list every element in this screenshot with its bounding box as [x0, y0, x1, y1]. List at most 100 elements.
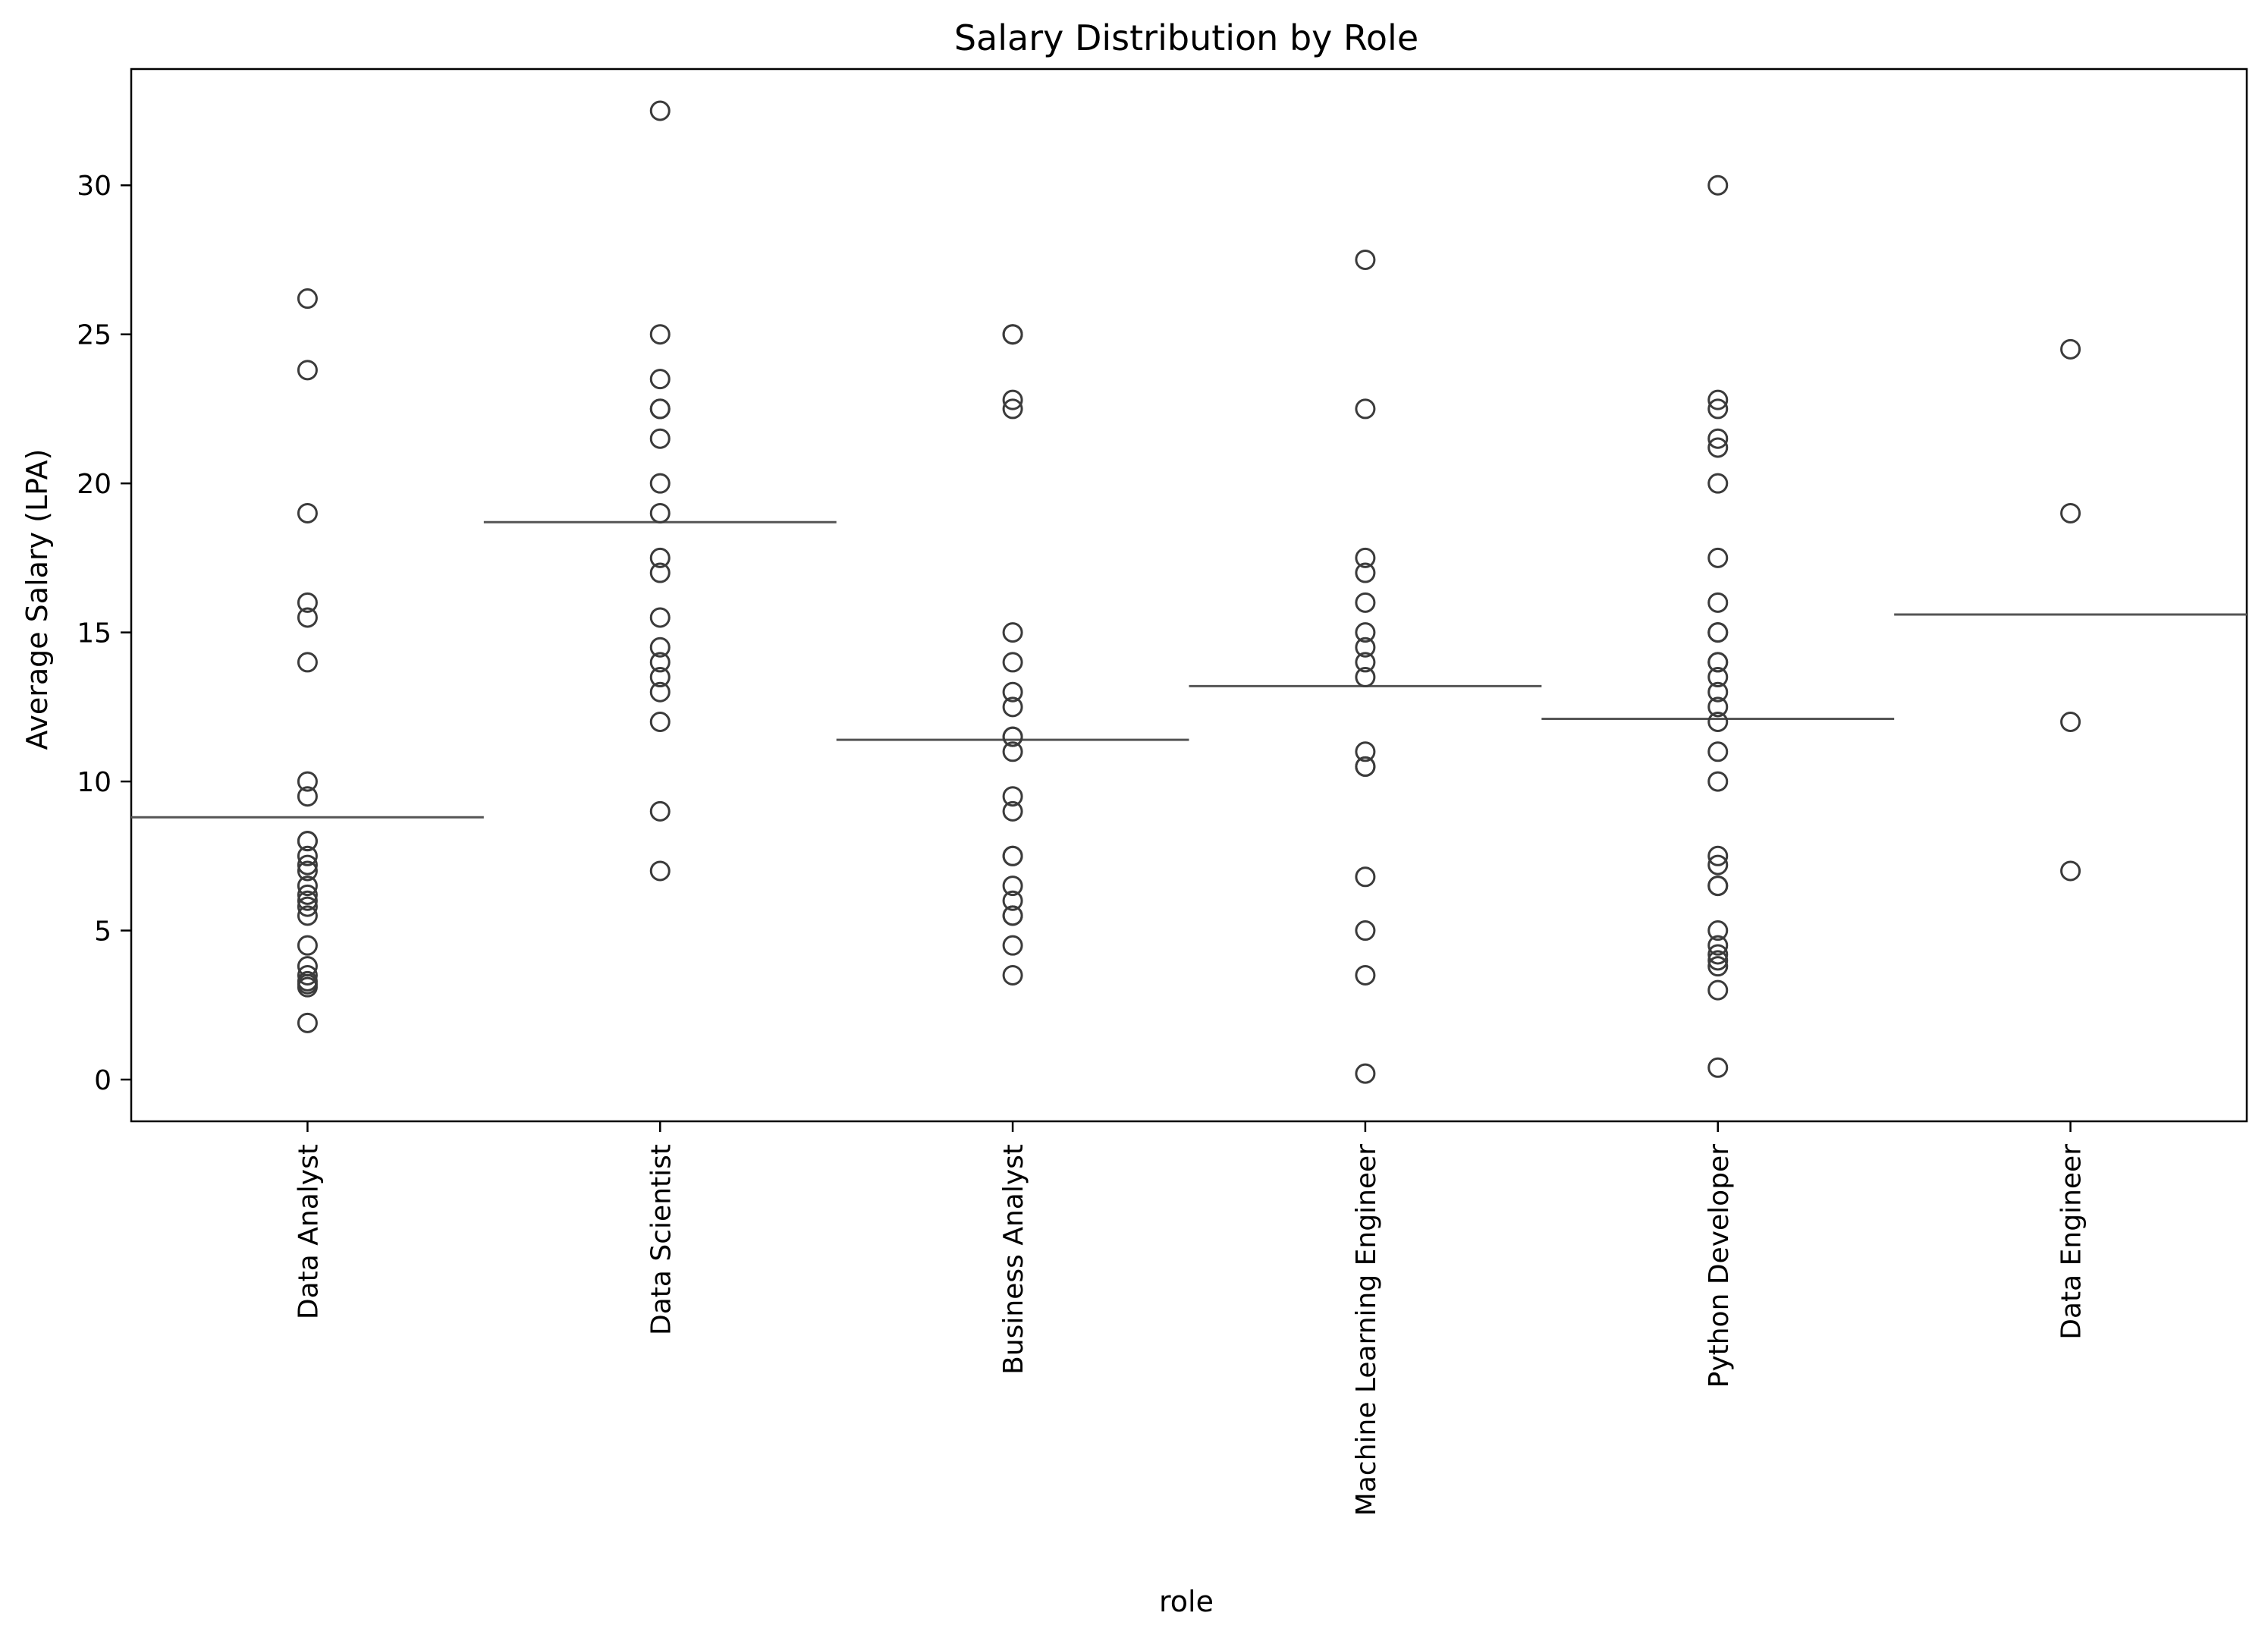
plot-area — [130, 68, 2248, 1123]
data-point — [649, 369, 671, 390]
data-point — [1707, 935, 1729, 956]
y-tick-label: 30 — [77, 171, 112, 202]
x-tick-label: Machine Learning Engineer — [1351, 1144, 1382, 1516]
data-point — [1002, 622, 1023, 643]
data-point — [1707, 876, 1729, 897]
data-point — [649, 681, 671, 703]
data-point — [1002, 876, 1023, 897]
data-point — [1002, 890, 1023, 911]
y-tick-label: 5 — [94, 916, 112, 948]
data-point — [1002, 935, 1023, 956]
y-tick-label: 20 — [77, 469, 112, 500]
chart-title: Salary Distribution by Role — [954, 17, 1418, 58]
data-point — [297, 502, 318, 523]
data-point — [297, 890, 318, 911]
data-point — [1355, 741, 1376, 762]
data-point — [1355, 622, 1376, 643]
data-point — [1002, 652, 1023, 673]
data-point — [1707, 696, 1729, 718]
data-point — [1002, 964, 1023, 986]
data-point — [297, 652, 318, 673]
data-point — [1707, 437, 1729, 458]
y-tick-label: 15 — [77, 618, 112, 649]
data-point — [649, 711, 671, 732]
data-point — [1707, 681, 1729, 703]
data-point — [2060, 860, 2081, 882]
plot-frame — [130, 68, 2248, 1123]
data-point — [1355, 756, 1376, 777]
data-point — [649, 473, 671, 494]
data-point — [297, 845, 318, 866]
data-point — [1355, 398, 1376, 420]
data-point — [1355, 249, 1376, 270]
x-axis: Data Analyst Data Scientist Business Analy… — [293, 1121, 2087, 1516]
data-point — [649, 637, 671, 658]
data-point — [1707, 920, 1729, 942]
data-point — [297, 860, 318, 882]
data-point — [649, 562, 671, 583]
data-point — [1707, 174, 1729, 196]
data-point — [1355, 866, 1376, 888]
data-point — [297, 771, 318, 792]
y-axis-label: Average Salary (LPA) — [20, 449, 54, 750]
data-point — [649, 800, 671, 822]
x-tick-label: Data Engineer — [2056, 1144, 2087, 1340]
data-point — [1707, 845, 1729, 866]
data-point — [2060, 502, 2081, 523]
data-point — [297, 876, 318, 897]
data-point — [1707, 950, 1729, 971]
data-point — [649, 428, 671, 449]
data-point — [297, 935, 318, 956]
data-point — [297, 905, 318, 926]
data-point — [1002, 741, 1023, 762]
data-point — [1002, 324, 1023, 345]
data-point — [649, 607, 671, 628]
data-point — [2060, 338, 2081, 360]
data-point — [1707, 979, 1729, 1001]
data-point — [1355, 964, 1376, 986]
y-tick-label: 0 — [94, 1065, 112, 1096]
data-point — [1707, 956, 1729, 977]
data-point — [2060, 711, 2081, 732]
y-tick-label: 10 — [77, 767, 112, 798]
data-point — [1707, 1057, 1729, 1078]
data-point — [1002, 398, 1023, 420]
data-point — [1707, 667, 1729, 688]
data-point — [1002, 845, 1023, 866]
data-point — [649, 100, 671, 121]
data-point — [1707, 389, 1729, 410]
data-point — [1355, 652, 1376, 673]
data-point — [1707, 741, 1729, 762]
data-point — [1707, 473, 1729, 494]
data-point — [1707, 854, 1729, 876]
data-point — [1355, 637, 1376, 658]
data-point — [649, 652, 671, 673]
data-point — [1355, 920, 1376, 942]
data-point — [1355, 592, 1376, 613]
data-point — [297, 607, 318, 628]
data-point — [1707, 398, 1729, 420]
y-tick-label: 25 — [77, 320, 112, 351]
y-axis: 0 5 10 15 20 25 30 — [77, 171, 131, 1096]
data-point — [297, 884, 318, 905]
data-point — [1002, 726, 1023, 747]
data-point — [1002, 786, 1023, 807]
data-point — [297, 831, 318, 852]
x-tick-label: Data Scientist — [646, 1144, 677, 1335]
data-point — [1355, 562, 1376, 583]
data-point — [1707, 547, 1729, 568]
data-point — [297, 360, 318, 381]
data-point — [1707, 428, 1729, 449]
data-point — [297, 786, 318, 807]
data-point — [297, 896, 318, 917]
data-point — [649, 860, 671, 882]
x-tick-label: Python Developer — [1704, 1144, 1735, 1388]
data-point — [297, 288, 318, 310]
data-point — [1002, 389, 1023, 410]
data-point — [1707, 622, 1729, 643]
data-point — [1355, 547, 1376, 568]
data-point — [297, 1012, 318, 1033]
data-point — [1707, 771, 1729, 792]
data-point — [1002, 681, 1023, 703]
